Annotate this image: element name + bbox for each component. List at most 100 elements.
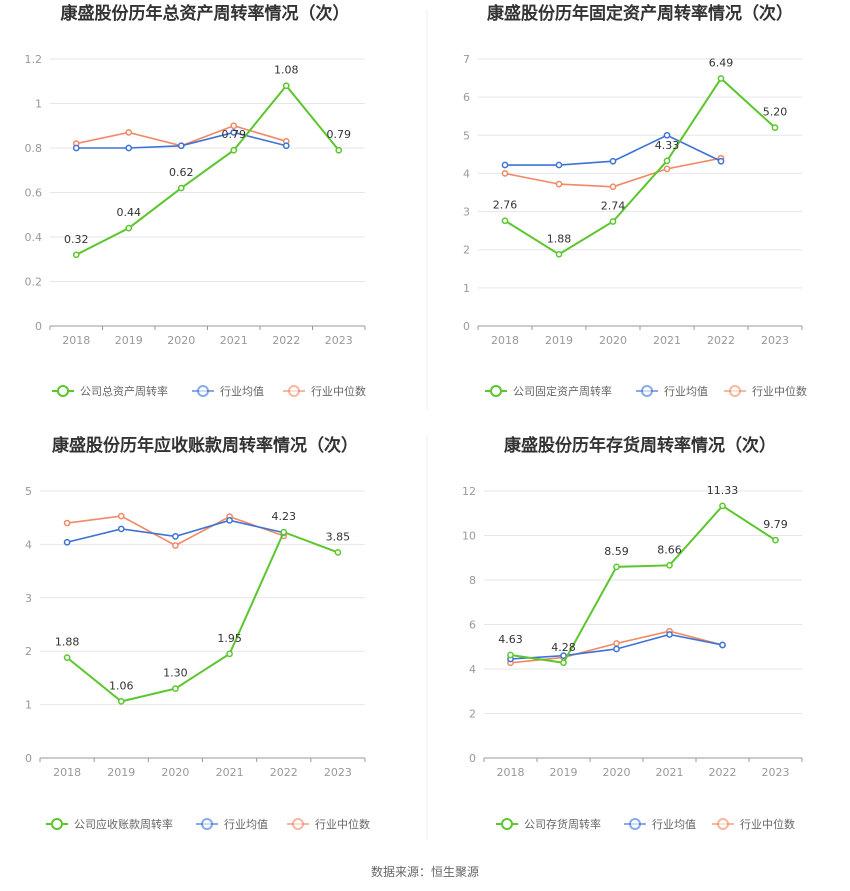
- legend-item-industry-avg[interactable]: 行业均值: [192, 385, 264, 398]
- data-point: [172, 533, 179, 540]
- data-point: [172, 542, 179, 549]
- data-point: [230, 129, 238, 136]
- y-tick-label: 2: [469, 708, 476, 721]
- x-tick-label: 2018: [491, 334, 519, 347]
- x-tick-label: 2018: [497, 766, 525, 779]
- legend-label: 行业中位数: [740, 817, 795, 831]
- data-label: 1.30: [163, 667, 188, 680]
- data-label: 8.66: [657, 543, 682, 556]
- chart-panel-2: 康盛股份历年固定资产周转率情况（次） 0 1 2 3 4 5 6 7 2018 2019 2020 20…: [463, 3, 807, 398]
- x-tick-label: 2018: [62, 334, 90, 347]
- y-tick-label: 4: [463, 167, 470, 180]
- data-point: [555, 161, 563, 169]
- series-industry-median: [63, 512, 288, 549]
- data-point: [663, 165, 671, 173]
- legend-item-company[interactable]: 公司固定资产周转率: [485, 384, 612, 398]
- legend-item-industry-median[interactable]: 行业中位数: [287, 817, 370, 831]
- legend-item-industry-median[interactable]: 行业中位数: [283, 384, 366, 398]
- data-label: 6.49: [709, 56, 734, 69]
- x-tick-label: 2020: [599, 334, 627, 347]
- data-point: [719, 641, 726, 649]
- data-point: [226, 650, 233, 658]
- legend-label: 行业均值: [220, 385, 264, 398]
- data-point: [63, 519, 71, 527]
- data-point: [501, 170, 509, 177]
- y-tick-label: 6: [463, 91, 470, 104]
- data-label: 0.32: [64, 233, 89, 246]
- legend-item-company[interactable]: 公司存货周转率: [496, 817, 601, 831]
- x-tick-label: 2023: [762, 766, 790, 779]
- data-label: 1.88: [547, 232, 572, 245]
- x-tick-label: 2022: [272, 334, 300, 347]
- legend-item-industry-median[interactable]: 行业中位数: [724, 384, 807, 398]
- data-point: [560, 652, 567, 660]
- x-tick-label: 2019: [545, 334, 573, 347]
- data-point: [335, 146, 343, 154]
- legend-item-industry-avg[interactable]: 行业均值: [196, 818, 268, 831]
- x-tick-label: 2023: [325, 334, 353, 347]
- legend-marker-icon: [641, 385, 653, 397]
- x-tick-label: 2019: [550, 766, 578, 779]
- legend-marker-icon: [717, 818, 729, 830]
- data-label: 0.79: [327, 128, 352, 141]
- x-tick-label: 2020: [603, 766, 631, 779]
- legend-item-company[interactable]: 公司应收账款周转率: [46, 817, 173, 831]
- data-point: [663, 131, 671, 139]
- data-label: 8.59: [604, 545, 629, 558]
- legend-item-industry-avg[interactable]: 行业均值: [624, 818, 696, 831]
- data-point: [555, 180, 563, 188]
- data-point: [555, 250, 563, 258]
- legend-item-industry-median[interactable]: 行业中位数: [712, 817, 795, 831]
- y-tick-label: 1.2: [25, 53, 43, 66]
- chart-title: 康盛股份历年总资产周转率情况（次）: [61, 3, 350, 24]
- data-point: [666, 561, 673, 569]
- series-line: [66, 515, 285, 547]
- data-label: 4.33: [655, 139, 680, 152]
- x-tick-label: 2021: [653, 334, 681, 347]
- data-point: [72, 251, 80, 259]
- legend-item-company[interactable]: 公司总资产周转率: [52, 384, 168, 398]
- series-company: 4.63 4.28 8.59 8.66 11.33 9.79: [498, 484, 788, 667]
- chart-title: 康盛股份历年存货周转率情况（次）: [504, 435, 776, 456]
- y-tick-label: 0: [35, 320, 42, 333]
- data-label: 5.20: [763, 106, 788, 119]
- data-label: 4.28: [551, 641, 576, 654]
- y-tick-label: 5: [25, 485, 32, 498]
- data-point: [609, 183, 617, 191]
- legend-marker-icon: [292, 818, 304, 830]
- x-tick-label: 2022: [709, 766, 737, 779]
- legend-marker-icon: [197, 385, 209, 397]
- data-point: [125, 144, 133, 152]
- data-point: [63, 654, 71, 661]
- legend-item-industry-avg[interactable]: 行业均值: [636, 385, 708, 398]
- y-tick-label: 12: [462, 485, 476, 498]
- data-point: [72, 144, 80, 152]
- data-point: [507, 651, 514, 659]
- data-label: 1.95: [217, 632, 242, 645]
- legend-label: 行业中位数: [752, 384, 807, 398]
- y-tick-label: 0.4: [25, 231, 43, 244]
- legend-label: 公司应收账款周转率: [74, 817, 173, 831]
- legend-label: 公司固定资产周转率: [513, 384, 612, 398]
- data-point: [125, 129, 133, 136]
- data-point: [560, 659, 567, 667]
- legend-marker-icon: [51, 818, 63, 830]
- series-line: [75, 84, 340, 256]
- series-line: [504, 76, 776, 256]
- y-tick-label: 7: [463, 53, 470, 66]
- data-label: 1.08: [274, 64, 299, 77]
- data-point: [717, 75, 725, 82]
- data-label: 3.85: [326, 530, 351, 543]
- legend-marker-icon: [729, 385, 741, 397]
- data-point: [501, 161, 509, 169]
- data-point: [613, 563, 620, 571]
- legend-label: 行业均值: [224, 818, 268, 831]
- legend-label: 行业中位数: [315, 817, 370, 831]
- data-point: [282, 82, 290, 90]
- y-tick-label: 1: [35, 98, 42, 111]
- x-tick-label: 2023: [761, 334, 789, 347]
- x-tick-label: 2022: [270, 766, 298, 779]
- y-tick-label: 0: [25, 752, 32, 765]
- x-tick-label: 2021: [656, 766, 684, 779]
